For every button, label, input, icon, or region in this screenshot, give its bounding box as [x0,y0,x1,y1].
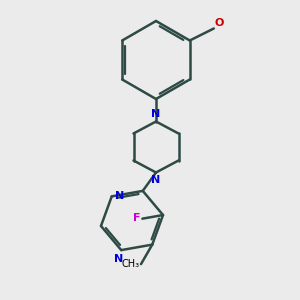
Text: F: F [133,213,141,223]
Text: CH₃: CH₃ [122,259,140,269]
Text: N: N [152,109,160,119]
Text: N: N [152,175,160,185]
Text: N: N [116,191,124,201]
Text: O: O [215,18,224,28]
Text: N: N [114,254,124,264]
